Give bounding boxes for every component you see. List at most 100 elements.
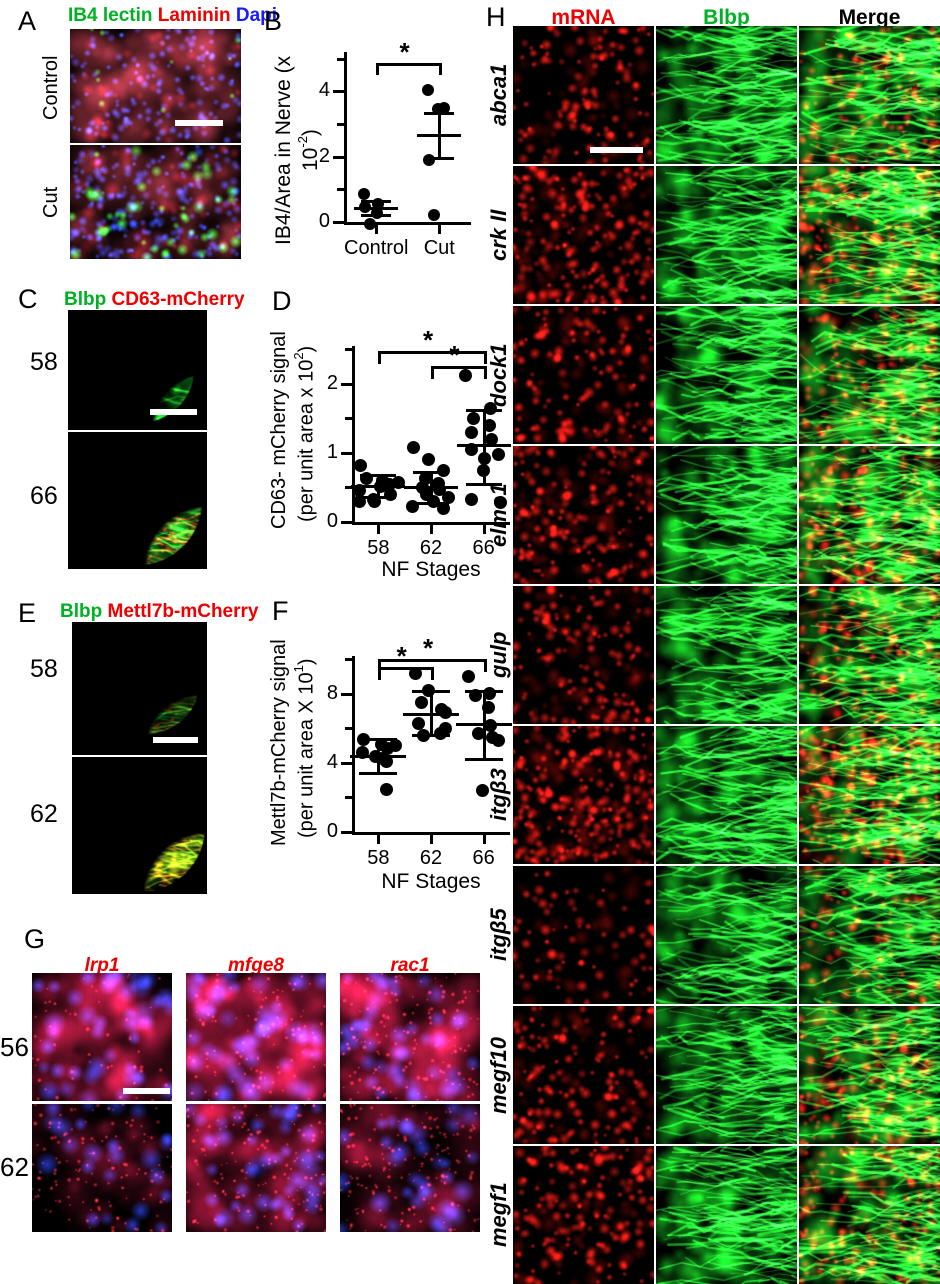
y-tick-label-4: 8 <box>326 681 338 704</box>
x-axis <box>352 832 510 835</box>
y-tick-label-4: 2 <box>326 371 338 394</box>
data-point <box>358 188 371 201</box>
y-tick-label-0: 0 <box>326 510 338 532</box>
data-point <box>381 741 395 755</box>
panel-h-image-itgβ5-blbp <box>656 866 797 1004</box>
data-point <box>465 425 479 439</box>
panel-g-image-rac1-56 <box>340 973 480 1101</box>
y-tick-0 <box>341 831 352 834</box>
y-tick-4 <box>341 692 352 696</box>
y-tick-0 <box>341 521 352 524</box>
panel-h-gene-label-7: megf10 <box>486 1036 511 1114</box>
panel-c-letter: C <box>18 284 38 314</box>
panel-g-image-rac1-62 <box>340 1104 480 1232</box>
data-point <box>492 734 506 748</box>
panel-e-channel-header: Blbp Mettl7b-mCherry <box>60 602 258 621</box>
panel-c-channel-2: CD63-mCherry <box>111 289 245 310</box>
panel-h-image-crk-II-blbp <box>656 166 797 304</box>
panel-f-chart: 0 4 8 58 62 66 * * Mettl7b-mCherry signal (per un… <box>266 622 516 894</box>
panel-f-x-axis-title: NF Stages <box>381 870 481 893</box>
y-tick-4 <box>341 382 352 386</box>
data-point <box>475 784 489 798</box>
panel-d-y-axis-title: CD63- mCherry signal (per unit area x 102… <box>268 331 318 529</box>
y-tick-1 <box>345 486 352 490</box>
sig-bracket-v-right-0 <box>431 667 434 681</box>
y-tick-3 <box>337 122 344 126</box>
panel-c-row-label-66: 66 <box>30 482 58 510</box>
data-point <box>491 447 505 461</box>
panel-h-gene-label-0: abca1 <box>486 63 511 127</box>
x-tick-2 <box>482 835 486 844</box>
panel-h-image-megf1-blbp <box>656 1146 797 1284</box>
data-point <box>464 492 478 506</box>
y-tick-2 <box>341 451 352 455</box>
error-bar-vertical <box>374 201 378 216</box>
sig-bracket-v-left-0 <box>378 667 382 681</box>
x-tick-label-2: 66 <box>472 847 495 869</box>
sig-star-1: * <box>449 340 460 371</box>
error-cap-lower <box>359 772 398 776</box>
error-bar-vertical <box>438 113 442 159</box>
sig-bracket-v-left-0 <box>378 350 382 364</box>
panel-h-image-abca1-blbp <box>656 26 797 164</box>
sig-bracket-v-left-1 <box>431 366 434 380</box>
panel-h-image-gulp-blbp <box>656 586 797 724</box>
panel-h-gene-label-5: itgβ3 <box>486 768 511 822</box>
y-tick-2 <box>333 155 344 159</box>
x-tick-1 <box>430 835 433 844</box>
x-tick-1 <box>438 225 442 234</box>
x-tick-label-1: 62 <box>419 847 443 869</box>
panel-g-scalebar <box>123 1088 170 1094</box>
y-tick-5 <box>345 658 352 662</box>
panel-a-channel-3: Dapi <box>235 5 278 26</box>
data-point <box>471 727 485 741</box>
data-point <box>412 716 426 730</box>
y-tick-1 <box>345 796 352 800</box>
error-cap-lower <box>464 757 503 761</box>
sig-bracket-v-right-0 <box>483 350 487 364</box>
panel-h-gene-label-3: elmo1 <box>486 483 511 547</box>
panel-e-image-62 <box>72 757 207 894</box>
panel-g-image-mfge8-56 <box>186 973 326 1101</box>
y-tick-1 <box>337 188 344 192</box>
x-tick-label-1: Cut <box>423 237 455 259</box>
panel-a-channel-1: IB4 lectin <box>68 5 153 26</box>
y-axis <box>352 656 355 835</box>
panel-e-letter: E <box>18 598 37 628</box>
panel-h-gene-label-1: crk II <box>486 209 511 261</box>
data-point <box>494 496 508 510</box>
panel-h-letter: H <box>486 2 506 32</box>
panel-a-channel-2: Laminin <box>157 5 231 26</box>
panel-g-image-lrp1-56 <box>32 973 172 1101</box>
sig-star-0: * <box>396 641 407 672</box>
error-cap-upper <box>412 690 450 694</box>
data-point <box>380 783 394 797</box>
panel-e-channel-1: Blbp <box>60 601 103 622</box>
data-point <box>422 453 436 467</box>
x-tick-label-1: 62 <box>419 537 443 559</box>
sig-bracket-h-1 <box>431 366 484 370</box>
panel-c-channel-1: Blbp <box>64 289 107 310</box>
data-point <box>459 369 473 383</box>
y-tick-0 <box>333 221 344 224</box>
y-tick-label-0: 0 <box>326 820 338 842</box>
panel-g-letter: G <box>24 924 46 954</box>
panel-h-gene-label-8: megf1 <box>486 1182 511 1248</box>
error-cap-upper <box>424 112 455 116</box>
panel-e-row-label-58: 58 <box>30 655 58 683</box>
panel-g-row-label-62: 62 <box>0 1152 29 1182</box>
y-tick-label-4: 4 <box>318 79 330 102</box>
data-point <box>467 411 481 425</box>
data-point <box>482 418 496 432</box>
x-tick-2 <box>482 525 486 534</box>
data-point <box>406 440 420 454</box>
panel-g-col-header-lrp1: lrp1 <box>84 955 120 976</box>
panel-c-image-66 <box>68 432 207 569</box>
sig-bracket-h-0 <box>378 350 484 354</box>
x-tick-label-2: 66 <box>472 537 495 559</box>
panel-e-row-label-62: 62 <box>30 800 58 828</box>
error-cap-lower <box>424 157 455 161</box>
data-point <box>484 432 498 446</box>
panel-e-channel-2: Mettl7b-mCherry <box>107 601 259 622</box>
panel-b-letter: B <box>264 6 283 36</box>
